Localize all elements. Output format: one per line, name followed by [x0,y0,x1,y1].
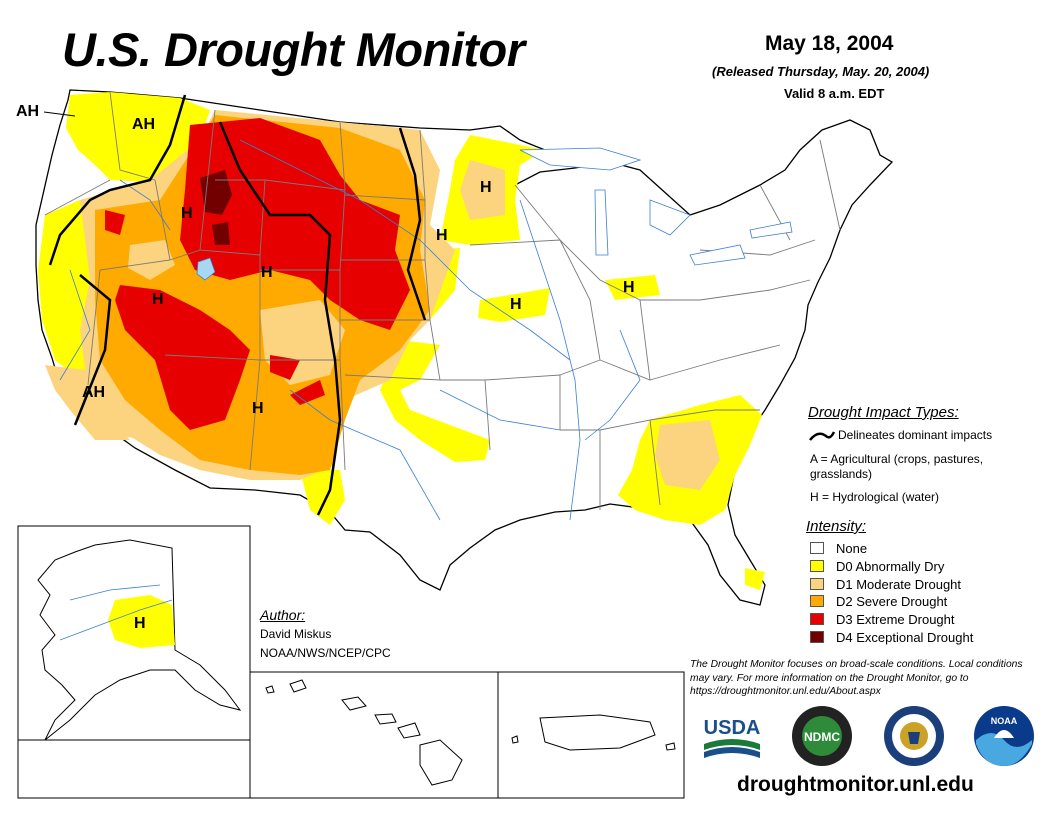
impact-delineates-text: Delineates dominant impacts [838,428,993,442]
hawaii-islands [265,679,463,786]
d3-areas [105,118,410,430]
label-h-minnesota: H [480,179,492,196]
legend-label: D0 Abnormally Dry [836,558,945,574]
legend-item-d3: D3 Extreme Drought [810,611,955,627]
legend-swatch [810,631,824,643]
label-ah-outside: AH [16,103,39,120]
legend-label: D4 Exceptional Drought [836,629,974,645]
map-date: May 18, 2004 [765,32,894,55]
impact-agricultural-text: A = Agricultural (crops, pastures, [810,452,984,466]
legend-swatch [810,560,824,572]
legend-item-d4: D4 Exceptional Drought [810,629,973,645]
great-salt-lake [196,257,216,281]
label-h-idaho: H [181,205,193,222]
puerto-rico-islet [511,735,519,744]
usda-logo: USDA [704,717,761,758]
puerto-rico-outline [539,714,656,751]
valid-time: Valid 8 a.m. EDT [784,86,885,101]
legend-label: D2 Severe Drought [836,593,948,609]
legend-label: None [836,540,868,556]
legend-swatch [810,595,824,607]
label-ah-pacific-nw: AH [132,116,155,133]
legend-label: D3 Extreme Drought [836,611,955,627]
delineation-line-sample [809,431,836,441]
svg-text:NOAA: NOAA [991,716,1018,726]
alaska-rivers [59,584,173,641]
author-organization: NOAA/NWS/NCEP/CPC [260,646,391,660]
legend-swatch [810,613,824,625]
disclaimer-text: The Drought Monitor focuses on broad-sca… [690,659,1023,697]
intensity-legend-title: Intensity: [806,518,867,535]
label-h-utah: H [261,264,273,281]
label-ah-southern-ca: AH [82,384,105,401]
impact-hydrological-text: H = Hydrological (water) [810,490,940,504]
label-h-nevada: H [152,291,164,308]
alaska-d0 [108,595,175,648]
release-date: (Released Thursday, May. 20, 2004) [712,64,930,79]
ndmc-logo: NDMC [792,706,852,766]
label-h-ohio: H [623,279,635,296]
vieques-islet [665,742,676,751]
label-h-illinois: H [510,296,522,313]
legend-label: D1 Moderate Drought [836,576,962,592]
impact-legend-title: Drought Impact Types: [808,404,959,421]
legend-item-d0: D0 Abnormally Dry [810,558,944,574]
d4-areas [200,170,232,245]
footer-url[interactable]: droughtmonitor.unl.edu [737,773,974,796]
legend-swatch [810,542,824,554]
commerce-seal-logo [884,706,944,766]
label-h-alaska: H [134,615,146,632]
author-name: David Miskus [260,627,332,641]
great-lakes [519,147,793,266]
label-h-iowa: H [436,227,448,244]
svg-text:NDMC: NDMC [804,730,840,744]
legend-swatch [810,578,824,590]
rivers [59,139,641,521]
impact-agricultural-cont-text: grasslands) [810,467,873,481]
legend-item-none: None [810,540,867,556]
impact-delineation-lines [48,94,427,516]
ah-pointer-line [43,111,76,117]
legend-item-d1: D1 Moderate Drought [810,576,961,592]
legend-item-d2: D2 Severe Drought [810,593,947,609]
state-borders [44,91,841,510]
svg-text:USDA: USDA [704,717,761,739]
author-heading: Author: [260,607,306,623]
page-title: U.S. Drought Monitor [62,23,525,76]
noaa-logo: NOAA [974,706,1034,766]
label-h-arizona-nm: H [252,400,264,417]
